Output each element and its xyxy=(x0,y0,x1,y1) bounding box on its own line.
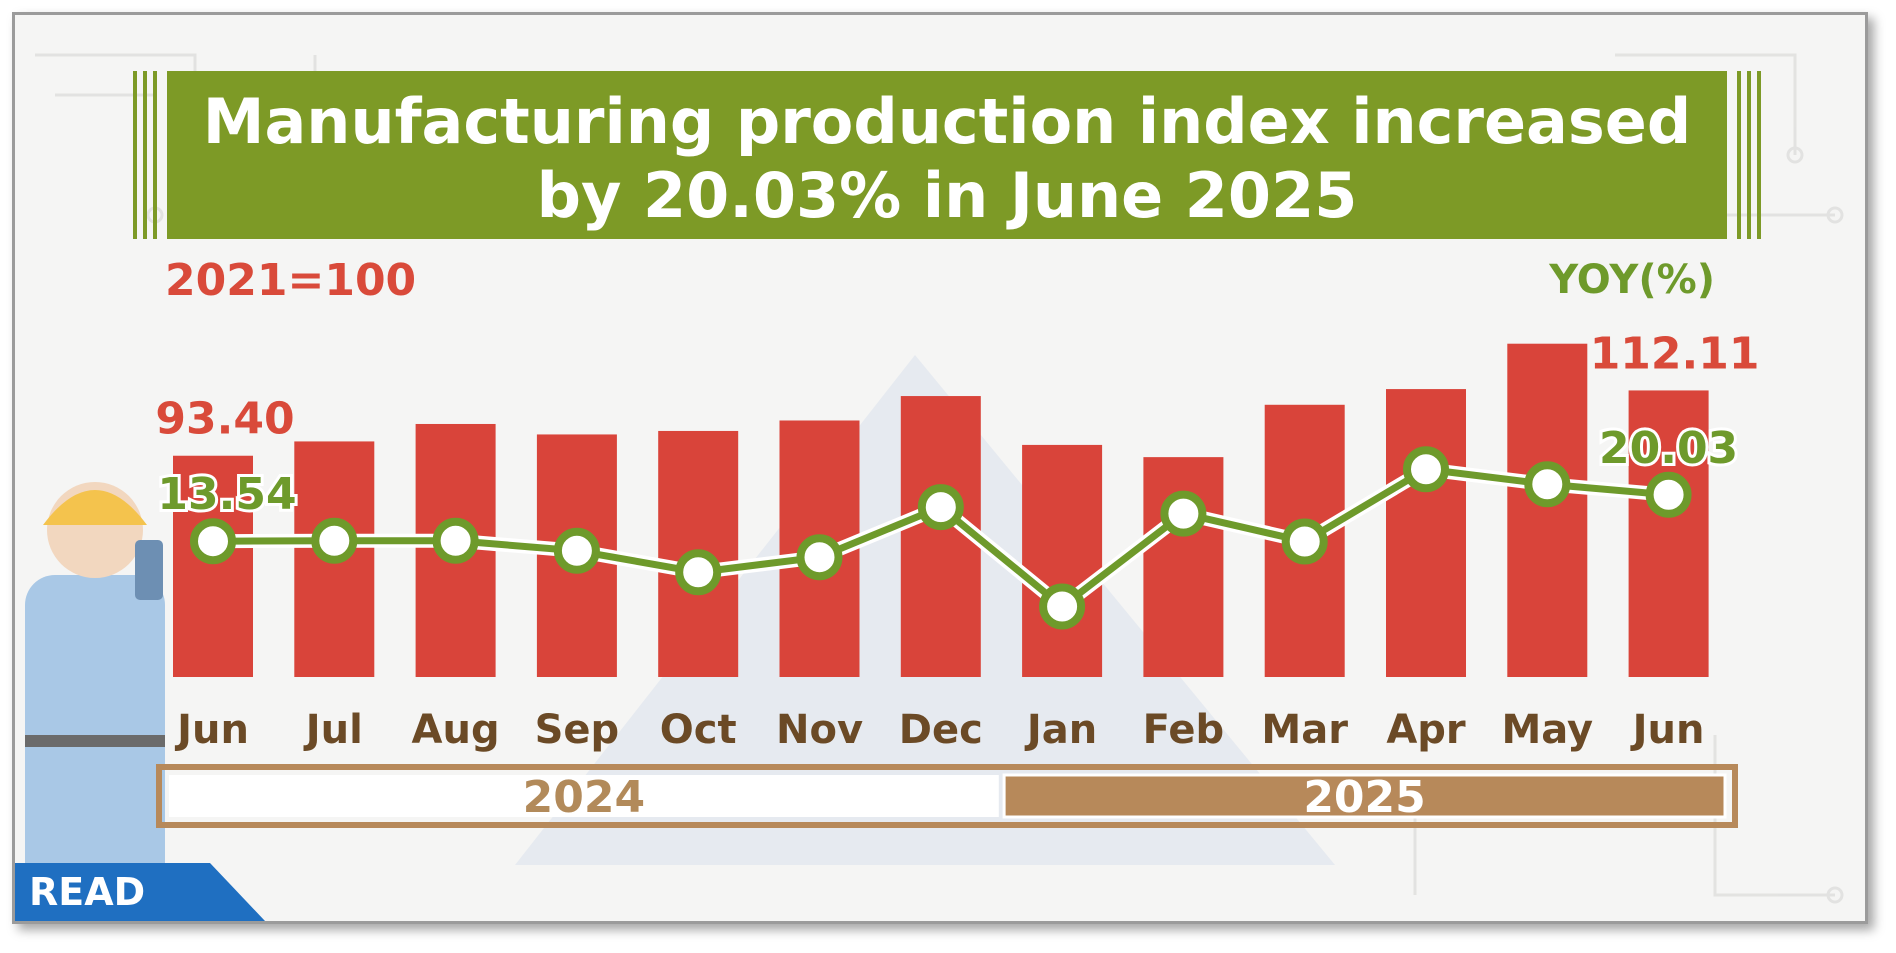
value-labels: 93.40 112.11 13.54 20.03 xyxy=(154,328,1760,523)
chart-canvas: Manufacturing production index increased… xyxy=(25,53,1844,921)
bar-value-label-12: 112.11 xyxy=(1590,328,1760,379)
month-tick-6: Dec xyxy=(899,707,983,753)
yoy-point-5 xyxy=(796,534,843,581)
month-tick-2: Aug xyxy=(412,707,500,753)
yoy-point-9 xyxy=(1281,518,1328,565)
month-axis: Jun Jul Aug Sep Oct Nov Dec Jan Feb Mar Apr May Jun xyxy=(174,707,1704,753)
yoy-value-label-0: 13.54 xyxy=(157,469,296,520)
yoy-point-10 xyxy=(1403,446,1449,493)
month-tick-11: May xyxy=(1501,707,1593,753)
month-tick-5: Nov xyxy=(776,707,863,753)
bar-12 xyxy=(1628,390,1709,677)
bar-value-label-0: 93.40 xyxy=(155,394,294,445)
year-axis: 2024 2025 xyxy=(156,764,1738,828)
year-label-2024: 2024 xyxy=(523,772,645,823)
month-tick-8: Feb xyxy=(1143,707,1224,753)
bar-series xyxy=(173,343,1709,677)
year-band-2025 xyxy=(1002,773,1727,819)
yoy-point-12 xyxy=(1645,471,1692,518)
yoy-value-label-12: 20.03 xyxy=(1599,423,1738,474)
yoy-point-2 xyxy=(432,517,479,564)
year-label-2025: 2025 xyxy=(1303,772,1425,823)
yoy-line-series xyxy=(190,446,1692,630)
title-banner: Manufacturing production index increased… xyxy=(133,71,1761,239)
bar-0 xyxy=(173,455,253,677)
year-band-outline xyxy=(156,764,1738,828)
month-tick-1: Jul xyxy=(303,707,363,753)
yoy-point-3 xyxy=(553,527,600,574)
month-tick-12: Jun xyxy=(1630,707,1705,753)
yoy-point-7 xyxy=(1039,583,1086,630)
yoy-point-4 xyxy=(675,549,722,596)
yoy-point-11 xyxy=(1524,461,1571,508)
month-tick-3: Sep xyxy=(535,707,620,753)
bar-8 xyxy=(1143,457,1224,677)
chart-frame: Manufacturing production index increased… xyxy=(12,12,1868,924)
yoy-point-8 xyxy=(1160,490,1207,537)
yoy-point-0 xyxy=(190,518,236,565)
yoy-axis-label: YOY(%) xyxy=(1548,257,1715,303)
month-tick-7: Jan xyxy=(1024,707,1097,753)
yoy-point-1 xyxy=(311,517,358,564)
bar-7 xyxy=(1022,444,1103,677)
title-line-2: by 20.03% in June 2025 xyxy=(537,159,1358,232)
yoy-point-6 xyxy=(917,484,964,531)
bar-10 xyxy=(1386,389,1466,677)
month-tick-4: Oct xyxy=(660,707,737,753)
month-tick-10: Apr xyxy=(1386,707,1466,753)
base-year-label: 2021=100 xyxy=(165,255,416,306)
month-tick-9: Mar xyxy=(1261,707,1348,753)
worker-icon xyxy=(25,482,165,921)
bar-11 xyxy=(1507,343,1588,677)
title-line-1: Manufacturing production index increased xyxy=(203,85,1691,158)
year-band-2024 xyxy=(169,775,999,817)
month-tick-0: Jun xyxy=(174,707,249,753)
